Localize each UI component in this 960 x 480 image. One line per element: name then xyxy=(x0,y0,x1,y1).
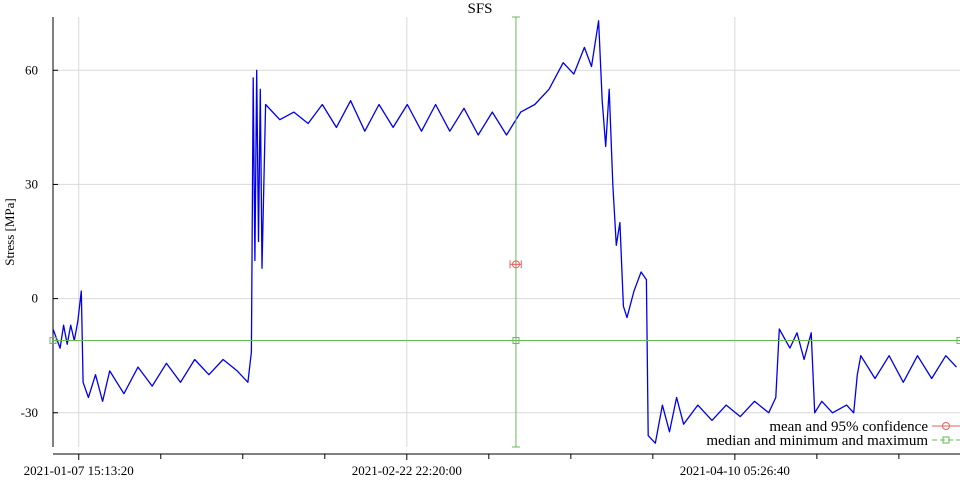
legend-swatch-mean-marker xyxy=(942,422,950,430)
y-tick-label: 60 xyxy=(25,62,38,77)
legend-swatch-median-marker xyxy=(942,436,950,444)
y-tick-label: 0 xyxy=(32,291,39,306)
ticks-layer: -30 0 30 60 2021-01-07 15:13:20 2021-02-22 22… xyxy=(21,62,900,478)
chart-title: SFS xyxy=(467,1,492,17)
x-tick-label: 2021-01-07 15:13:20 xyxy=(24,463,134,478)
y-axis-label: Stress [MPa] xyxy=(2,198,17,266)
y-tick-label: -30 xyxy=(21,405,38,420)
series-line-stress xyxy=(52,20,957,444)
plot-frame xyxy=(52,17,960,455)
y-tick-label: 30 xyxy=(25,176,38,191)
series-layer xyxy=(52,20,957,444)
median-marker xyxy=(512,336,520,344)
grid xyxy=(53,17,960,447)
legend: mean and 95% confidence median and minim… xyxy=(706,419,960,449)
x-tick-label: 2021-04-10 05:26:40 xyxy=(680,463,790,478)
mean-marker xyxy=(511,260,520,269)
median-left-end-marker xyxy=(49,336,57,344)
median-right-end-marker xyxy=(956,336,960,344)
legend-label-median: median and minimum and maximum xyxy=(706,433,928,449)
x-tick-label: 2021-02-22 22:20:00 xyxy=(352,463,462,478)
markers-layer xyxy=(49,16,960,448)
legend-label-mean: mean and 95% confidence xyxy=(769,419,928,435)
